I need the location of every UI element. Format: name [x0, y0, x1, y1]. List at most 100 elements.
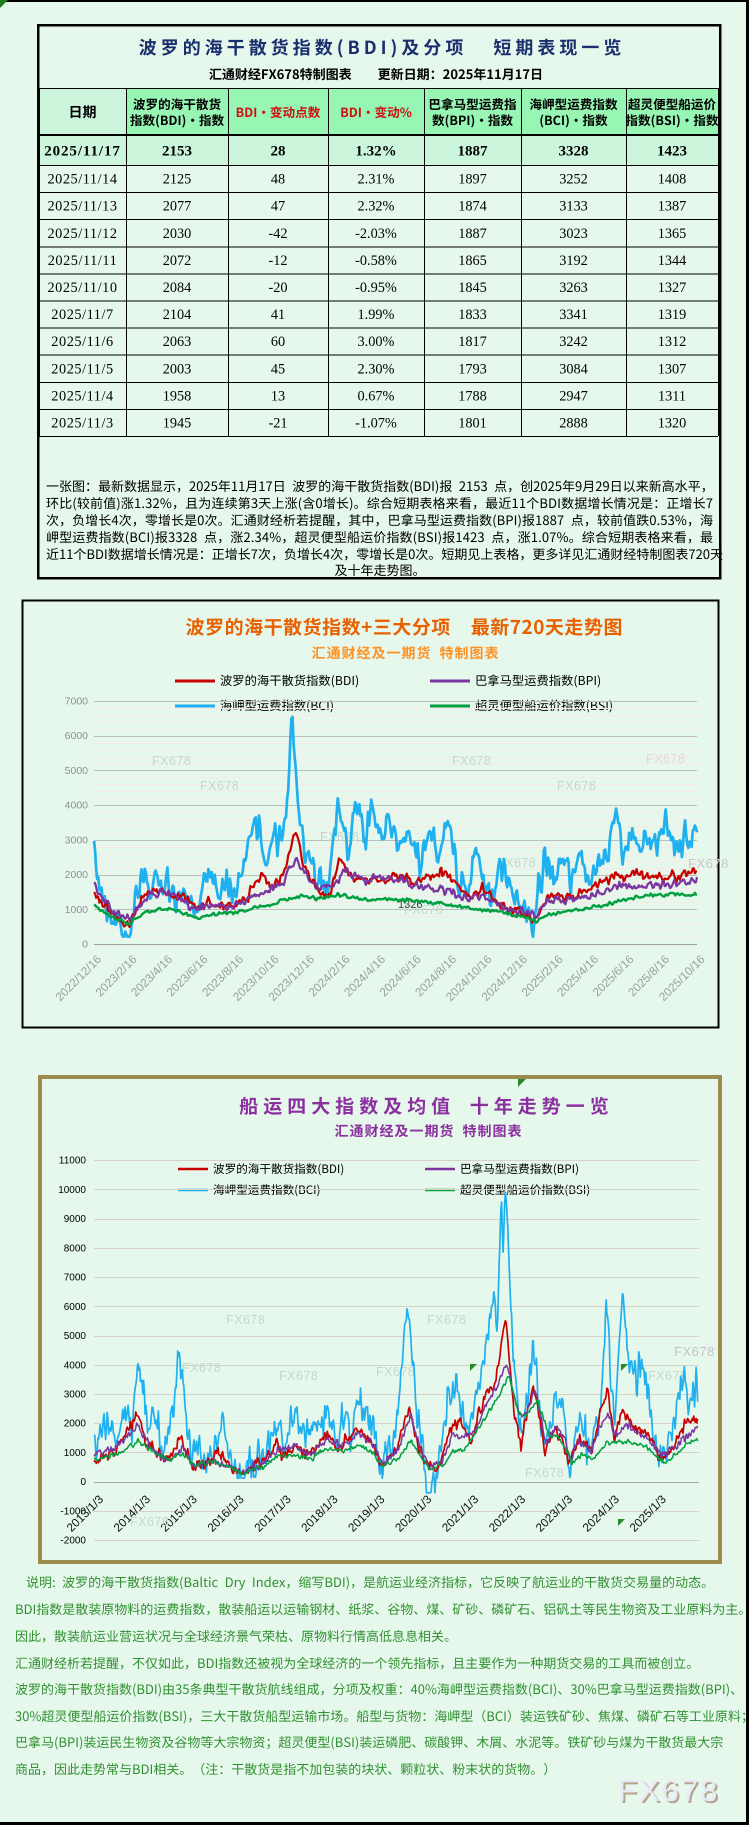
svg-text:2077: 2077: [163, 199, 192, 215]
svg-text:1000: 1000: [65, 904, 89, 916]
svg-text:1865: 1865: [458, 253, 487, 269]
svg-text:3023: 3023: [559, 226, 588, 242]
svg-text:5000: 5000: [64, 1331, 87, 1342]
svg-text:1945: 1945: [163, 415, 192, 431]
svg-text:FX678: FX678: [688, 856, 729, 871]
svg-text:2025/11/4: 2025/11/4: [51, 388, 113, 404]
svg-text:5000: 5000: [65, 765, 89, 777]
svg-text:1320: 1320: [658, 415, 687, 431]
svg-text:2104: 2104: [163, 307, 192, 323]
svg-text:-0.95%: -0.95%: [355, 280, 397, 296]
svg-text:-1.07%: -1.07%: [355, 415, 397, 431]
svg-text:0: 0: [80, 1477, 86, 1488]
svg-text:28: 28: [271, 144, 286, 160]
svg-text:1312: 1312: [658, 334, 687, 350]
svg-text:FX678: FX678: [152, 754, 191, 768]
svg-text:6000: 6000: [65, 730, 89, 742]
svg-text:2030: 2030: [163, 226, 192, 242]
svg-text:2025/11/6: 2025/11/6: [51, 334, 113, 350]
svg-text:3084: 3084: [559, 361, 588, 377]
svg-text:7000: 7000: [65, 696, 89, 708]
svg-text:2888: 2888: [559, 415, 588, 431]
svg-text:3252: 3252: [559, 172, 588, 188]
svg-text:0: 0: [82, 939, 88, 951]
svg-text:-1000: -1000: [60, 1506, 86, 1517]
svg-text:3263: 3263: [559, 280, 588, 296]
svg-text:2072: 2072: [163, 253, 192, 269]
svg-text:FX678: FX678: [376, 1365, 415, 1379]
svg-text:0.67%: 0.67%: [358, 388, 395, 404]
svg-text:1958: 1958: [163, 388, 192, 404]
svg-text:3328: 3328: [559, 144, 589, 160]
svg-text:-12: -12: [268, 253, 287, 269]
svg-text:2063: 2063: [163, 334, 192, 350]
svg-text:1833: 1833: [458, 307, 487, 323]
svg-text:-42: -42: [268, 226, 287, 242]
svg-text:2025/11/3: 2025/11/3: [51, 415, 113, 431]
svg-text:FX678: FX678: [557, 779, 596, 793]
svg-text:48: 48: [271, 172, 285, 188]
svg-text:2000: 2000: [65, 869, 89, 881]
svg-text:FX678: FX678: [320, 830, 359, 844]
svg-text:6000: 6000: [64, 1302, 87, 1313]
svg-text:4000: 4000: [64, 1360, 87, 1371]
svg-text:7000: 7000: [64, 1273, 87, 1284]
svg-text:1.99%: 1.99%: [358, 307, 395, 323]
svg-text:-0.58%: -0.58%: [355, 253, 397, 269]
svg-text:FX678: FX678: [404, 903, 443, 917]
svg-text:FX678: FX678: [130, 1515, 169, 1529]
svg-text:FX678: FX678: [525, 1466, 564, 1480]
svg-text:41: 41: [271, 307, 285, 323]
svg-text:FX678: FX678: [226, 1313, 265, 1327]
svg-text:3000: 3000: [64, 1390, 87, 1401]
svg-text:1887: 1887: [458, 144, 489, 160]
svg-text:-21: -21: [268, 415, 287, 431]
svg-text:1319: 1319: [658, 307, 687, 323]
svg-text:FX678: FX678: [279, 1369, 318, 1383]
svg-text:3242: 3242: [559, 334, 588, 350]
svg-text:-2000: -2000: [60, 1536, 86, 1547]
svg-text:2.30%: 2.30%: [358, 361, 395, 377]
svg-text:1307: 1307: [658, 361, 687, 377]
svg-text:2084: 2084: [163, 280, 192, 296]
svg-text:9000: 9000: [64, 1214, 87, 1225]
svg-text:1365: 1365: [658, 226, 687, 242]
svg-text:2025/11/7: 2025/11/7: [51, 307, 113, 323]
svg-text:FX678: FX678: [620, 1775, 721, 1810]
svg-text:2003: 2003: [163, 361, 192, 377]
svg-text:1344: 1344: [658, 253, 687, 269]
svg-text:1423: 1423: [657, 144, 687, 160]
svg-text:2.32%: 2.32%: [358, 199, 395, 215]
svg-text:FX678: FX678: [618, 1773, 719, 1808]
svg-text:45: 45: [271, 361, 285, 377]
svg-text:1845: 1845: [458, 280, 487, 296]
svg-text:FX678: FX678: [497, 856, 536, 870]
svg-text:2025/11/14: 2025/11/14: [47, 172, 117, 188]
svg-text:3000: 3000: [65, 834, 89, 846]
svg-text:2947: 2947: [559, 388, 588, 404]
svg-text:FX678: FX678: [427, 1313, 466, 1327]
svg-text:3133: 3133: [559, 199, 588, 215]
svg-text:3192: 3192: [559, 253, 588, 269]
svg-text:1817: 1817: [458, 334, 487, 350]
svg-text:60: 60: [271, 334, 285, 350]
svg-text:2025/11/17: 2025/11/17: [44, 144, 121, 160]
svg-text:1000: 1000: [64, 1448, 87, 1459]
svg-text:1327: 1327: [658, 280, 687, 296]
svg-text:3.00%: 3.00%: [358, 334, 395, 350]
svg-text:2153: 2153: [162, 144, 192, 160]
svg-text:2025/11/11: 2025/11/11: [48, 253, 118, 269]
svg-text:FX678: FX678: [646, 752, 685, 766]
svg-text:FX678: FX678: [648, 1369, 687, 1383]
svg-text:FX678: FX678: [452, 754, 491, 768]
svg-text:1874: 1874: [458, 199, 487, 215]
svg-text:1387: 1387: [658, 199, 687, 215]
svg-text:FX678: FX678: [182, 1361, 221, 1375]
svg-text:13: 13: [271, 388, 285, 404]
svg-text:11000: 11000: [59, 1156, 87, 1167]
svg-text:1408: 1408: [658, 172, 687, 188]
svg-text:FX678: FX678: [674, 1344, 715, 1359]
svg-text:1.32%: 1.32%: [355, 144, 396, 160]
svg-text:3341: 3341: [559, 307, 588, 323]
svg-text:1887: 1887: [458, 226, 487, 242]
